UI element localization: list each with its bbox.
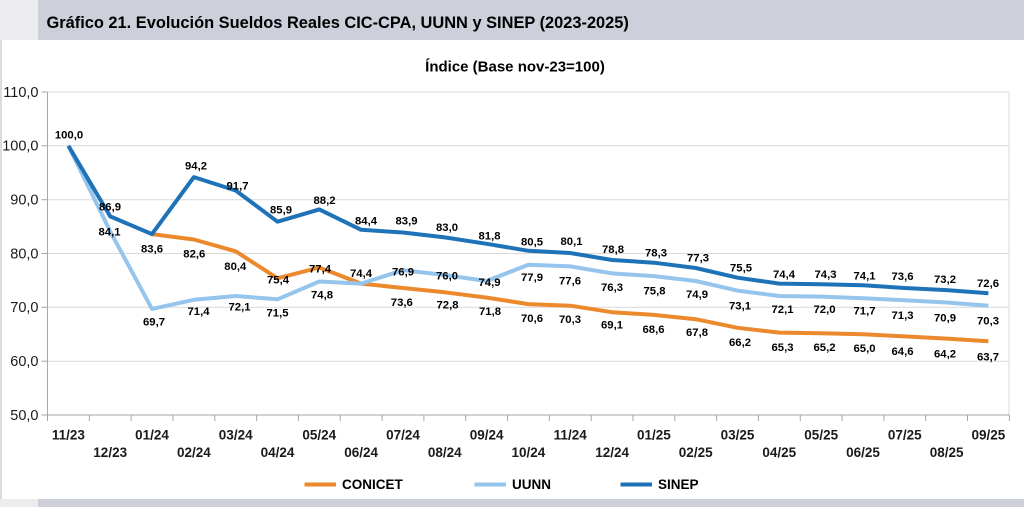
svg-text:64,2: 64,2 [934,349,956,361]
svg-text:77,4: 77,4 [309,263,332,275]
svg-text:76,3: 76,3 [601,282,623,294]
svg-text:70,3: 70,3 [977,316,999,328]
svg-text:83,9: 83,9 [396,216,418,228]
svg-text:85,9: 85,9 [270,205,292,217]
svg-text:80,4: 80,4 [224,261,247,273]
svg-text:70,9: 70,9 [934,313,956,325]
svg-text:65,2: 65,2 [814,342,836,354]
svg-text:86,9: 86,9 [99,202,121,214]
svg-text:69,1: 69,1 [601,320,623,332]
svg-text:06/25: 06/25 [846,445,880,460]
svg-text:08/25: 08/25 [930,445,964,460]
svg-text:03/24: 03/24 [219,427,253,442]
svg-text:74,8: 74,8 [311,290,333,302]
svg-text:82,6: 82,6 [183,249,205,261]
svg-text:90,0: 90,0 [10,193,38,209]
svg-text:83,0: 83,0 [436,222,458,234]
svg-text:04/25: 04/25 [762,445,796,460]
svg-text:74,4: 74,4 [350,268,373,280]
svg-text:50,0: 50,0 [10,408,38,424]
svg-text:67,8: 67,8 [686,327,708,339]
svg-text:75,4: 75,4 [267,275,290,287]
svg-text:11/23: 11/23 [52,427,86,442]
svg-text:72,0: 72,0 [814,304,836,316]
svg-text:04/24: 04/24 [261,445,295,460]
svg-text:94,2: 94,2 [185,161,207,173]
svg-text:72,8: 72,8 [437,300,459,312]
svg-text:12/23: 12/23 [93,445,127,460]
svg-text:70,3: 70,3 [559,314,581,326]
svg-text:02/25: 02/25 [679,445,713,460]
svg-text:76,0: 76,0 [436,271,458,283]
svg-text:73,6: 73,6 [892,271,914,283]
svg-text:100,0: 100,0 [2,139,38,155]
svg-text:74,3: 74,3 [815,269,837,281]
svg-text:11/24: 11/24 [554,427,588,442]
svg-text:75,5: 75,5 [730,263,752,275]
svg-text:65,3: 65,3 [772,342,794,354]
svg-text:74,4: 74,4 [773,269,796,281]
svg-text:74,9: 74,9 [479,277,501,289]
svg-text:07/25: 07/25 [888,427,922,442]
svg-text:63,7: 63,7 [977,352,999,364]
svg-text:07/24: 07/24 [386,427,420,442]
svg-text:80,0: 80,0 [10,246,38,262]
svg-text:76,9: 76,9 [392,266,414,278]
svg-text:01/24: 01/24 [135,427,169,442]
svg-text:84,4: 84,4 [355,216,378,228]
svg-text:68,6: 68,6 [643,324,665,336]
svg-text:SINEP: SINEP [658,477,699,492]
svg-text:70,6: 70,6 [521,313,543,325]
svg-text:71,8: 71,8 [479,306,501,318]
svg-text:72,6: 72,6 [977,278,999,290]
svg-text:91,7: 91,7 [227,181,249,193]
svg-text:64,6: 64,6 [892,346,914,358]
svg-text:02/24: 02/24 [177,445,211,460]
svg-text:10/24: 10/24 [512,445,546,460]
svg-text:12/24: 12/24 [595,445,629,460]
svg-text:73,1: 73,1 [729,301,751,313]
svg-text:71,5: 71,5 [267,308,289,320]
svg-text:CONICET: CONICET [342,477,404,492]
svg-text:84,1: 84,1 [99,227,121,239]
svg-text:110,0: 110,0 [3,85,38,101]
svg-text:77,6: 77,6 [559,276,581,288]
svg-text:83,6: 83,6 [141,244,163,256]
svg-text:09/25: 09/25 [972,427,1006,442]
svg-text:100,0: 100,0 [55,130,83,142]
svg-text:03/25: 03/25 [721,427,755,442]
svg-text:05/24: 05/24 [302,427,336,442]
svg-text:09/24: 09/24 [470,427,504,442]
svg-text:75,8: 75,8 [644,286,666,298]
svg-text:69,7: 69,7 [143,317,165,329]
svg-text:81,8: 81,8 [479,231,501,243]
svg-text:77,9: 77,9 [521,272,543,284]
svg-text:73,6: 73,6 [391,297,413,309]
svg-text:71,3: 71,3 [892,310,914,322]
svg-text:05/25: 05/25 [804,427,838,442]
svg-text:88,2: 88,2 [314,195,336,207]
svg-text:80,1: 80,1 [561,236,583,248]
svg-text:72,1: 72,1 [229,302,251,314]
svg-text:06/24: 06/24 [344,445,378,460]
svg-text:77,3: 77,3 [687,253,709,265]
svg-text:72,1: 72,1 [772,304,794,316]
svg-text:60,0: 60,0 [10,354,38,370]
svg-text:73,2: 73,2 [934,274,956,286]
svg-text:70,0: 70,0 [10,300,38,316]
svg-text:71,4: 71,4 [188,306,211,318]
svg-text:01/25: 01/25 [637,427,671,442]
svg-text:71,7: 71,7 [854,306,876,318]
svg-text:08/24: 08/24 [428,445,462,460]
svg-text:74,9: 74,9 [686,289,708,301]
svg-text:66,2: 66,2 [729,337,751,349]
svg-text:74,1: 74,1 [854,271,876,283]
svg-text:65,0: 65,0 [854,343,876,355]
svg-text:78,3: 78,3 [645,248,667,260]
svg-text:UUNN: UUNN [512,477,551,492]
svg-text:80,5: 80,5 [521,237,543,249]
svg-text:Índice (Base nov-23=100): Índice (Base nov-23=100) [425,59,605,76]
svg-text:78,8: 78,8 [602,244,624,256]
